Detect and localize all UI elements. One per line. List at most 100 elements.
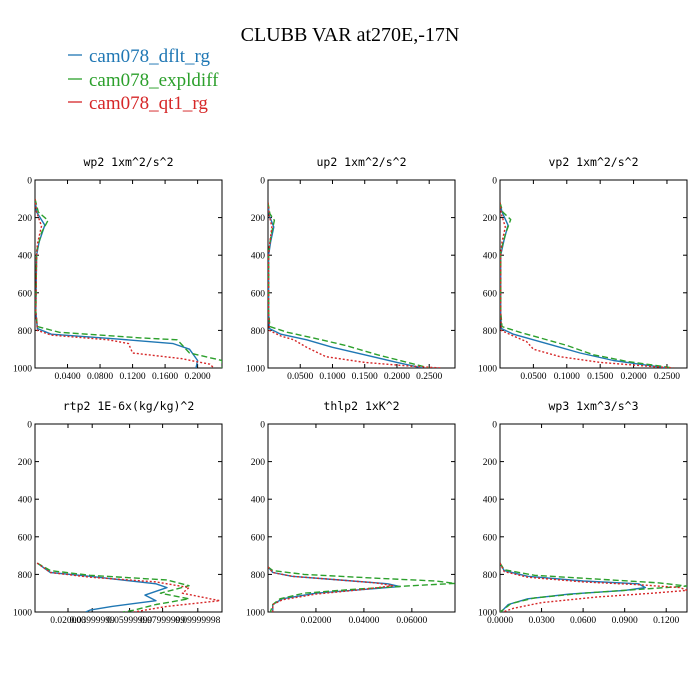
- x-tick-label: 0.1200: [653, 616, 679, 626]
- y-tick-label: 800: [483, 571, 498, 581]
- y-tick-label: 800: [18, 571, 33, 581]
- y-tick-label: 0: [492, 177, 497, 187]
- legend-label-0: cam078_dflt_rg: [89, 46, 211, 67]
- x-tick-label: 0.0600: [570, 616, 596, 626]
- y-tick-label: 1000: [13, 365, 32, 375]
- series-line-1: [500, 562, 687, 612]
- x-tick-label: 0.2500: [416, 372, 442, 382]
- y-tick-label: 1000: [246, 609, 265, 619]
- y-tick-label: 400: [18, 496, 33, 506]
- y-tick-label: 600: [483, 533, 498, 543]
- plot-frame: [34, 179, 223, 369]
- x-tick-label: 0.09999998: [175, 616, 220, 626]
- legend: cam078_dflt_rg cam078_expldiff cam078_qt…: [68, 46, 219, 114]
- legend-label-2: cam078_qt1_rg: [89, 93, 208, 114]
- y-tick-label: 600: [483, 289, 498, 299]
- panel-title: up2 1xm^2/s^2: [316, 155, 406, 169]
- y-tick-label: 200: [18, 214, 33, 224]
- x-tick-label: 0.06000: [396, 616, 427, 626]
- series-line-0: [268, 566, 401, 612]
- x-tick-label: 0.020000: [50, 616, 86, 626]
- x-tick-label: 0.02000: [301, 616, 332, 626]
- y-tick-label: 800: [251, 571, 266, 581]
- series-line-2: [500, 562, 687, 612]
- plot-frame: [499, 423, 688, 613]
- x-tick-label: 0.0900: [612, 616, 638, 626]
- series-line-2: [500, 202, 674, 368]
- y-tick-label: 600: [251, 533, 266, 543]
- y-tick-label: 0: [260, 421, 265, 431]
- series-line-2: [35, 198, 215, 368]
- series-line-0: [268, 202, 423, 368]
- x-tick-label: 0.04000: [348, 616, 379, 626]
- plot-frame: [499, 179, 688, 369]
- y-tick-label: 200: [251, 214, 266, 224]
- series-line-2: [268, 566, 394, 612]
- y-tick-label: 1000: [246, 365, 265, 375]
- y-tick-label: 0: [260, 177, 265, 187]
- series-line-0: [500, 562, 647, 612]
- panel-3: rtp2 1E-6x(kg/kg)^2 0 200 400 600 800 1000 0.02…: [13, 399, 223, 626]
- panel-title: vp2 1xm^2/s^2: [548, 155, 638, 169]
- x-tick-label: 0.0500: [287, 372, 313, 382]
- y-tick-label: 0: [492, 421, 497, 431]
- x-tick-label: 0.2000: [384, 372, 410, 382]
- panel-title: thlp2 1xK^2: [323, 399, 399, 413]
- x-tick-label: 0.1000: [319, 372, 345, 382]
- series-line-1: [268, 202, 430, 368]
- panel-2: vp2 1xm^2/s^2 0 200 400 600 800 1000 0.0500 0.10…: [478, 155, 688, 382]
- y-tick-label: 0: [27, 177, 32, 187]
- plot-frame: [34, 423, 223, 613]
- panel-1: up2 1xm^2/s^2 0 200 400 600 800 1000 0.0500 0.10…: [246, 155, 456, 382]
- y-tick-label: 200: [483, 458, 498, 468]
- plot-frame: [267, 423, 456, 613]
- x-tick-label: 0.07999999: [140, 616, 185, 626]
- panel-title: wp3 1xm^3/s^3: [548, 399, 638, 413]
- y-tick-label: 800: [483, 327, 498, 337]
- panel-title: wp2 1xm^2/s^2: [83, 155, 173, 169]
- plot-frame: [267, 179, 456, 369]
- figure-title: CLUBB VAR at270E,-17N: [241, 24, 460, 46]
- panels: wp2 1xm^2/s^2 0 200 400 600 800 1000 0.0400 0.08…: [13, 155, 688, 626]
- series-line-2: [36, 562, 221, 612]
- series-line-0: [36, 562, 168, 612]
- x-tick-label: 0.05999999: [107, 616, 152, 626]
- legend-label-1: cam078_expldiff: [89, 70, 219, 91]
- x-tick-label: 0.0400: [54, 372, 80, 382]
- y-tick-label: 0: [27, 421, 32, 431]
- x-tick-label: 0.0300: [528, 616, 554, 626]
- y-tick-label: 800: [18, 327, 33, 337]
- panel-4: thlp2 1xK^2 0 200 400 600 800 1000 0.02000 0.040…: [246, 399, 456, 626]
- y-tick-label: 400: [483, 496, 498, 506]
- x-tick-label: 0.0500: [520, 372, 546, 382]
- series-line-1: [35, 198, 222, 368]
- y-tick-label: 200: [18, 458, 33, 468]
- x-tick-label: 0.1500: [352, 372, 378, 382]
- y-tick-label: 400: [251, 496, 266, 506]
- y-tick-label: 1000: [478, 609, 497, 619]
- x-tick-label: 0.2500: [654, 372, 680, 382]
- series-line-1: [268, 566, 455, 612]
- x-tick-label: 0.0000: [487, 616, 513, 626]
- x-tick-label: 0.2000: [185, 372, 211, 382]
- x-tick-label: 0.1200: [120, 372, 146, 382]
- x-tick-label: 0.1500: [587, 372, 613, 382]
- series-line-2: [268, 202, 443, 368]
- x-tick-label: 0.2000: [621, 372, 647, 382]
- y-tick-label: 1000: [13, 609, 32, 619]
- panel-0: wp2 1xm^2/s^2 0 200 400 600 800 1000 0.0400 0.08…: [13, 155, 223, 382]
- series-line-0: [35, 198, 199, 368]
- y-tick-label: 400: [18, 252, 33, 262]
- x-tick-label: 0.03999999: [70, 616, 115, 626]
- y-tick-label: 400: [251, 252, 266, 262]
- x-tick-label: 0.0800: [87, 372, 113, 382]
- y-tick-label: 1000: [478, 365, 497, 375]
- panel-title: rtp2 1E-6x(kg/kg)^2: [63, 399, 195, 413]
- y-tick-label: 800: [251, 327, 266, 337]
- y-tick-label: 600: [18, 533, 33, 543]
- y-tick-label: 400: [483, 252, 498, 262]
- series-line-1: [500, 202, 674, 368]
- y-tick-label: 200: [251, 458, 266, 468]
